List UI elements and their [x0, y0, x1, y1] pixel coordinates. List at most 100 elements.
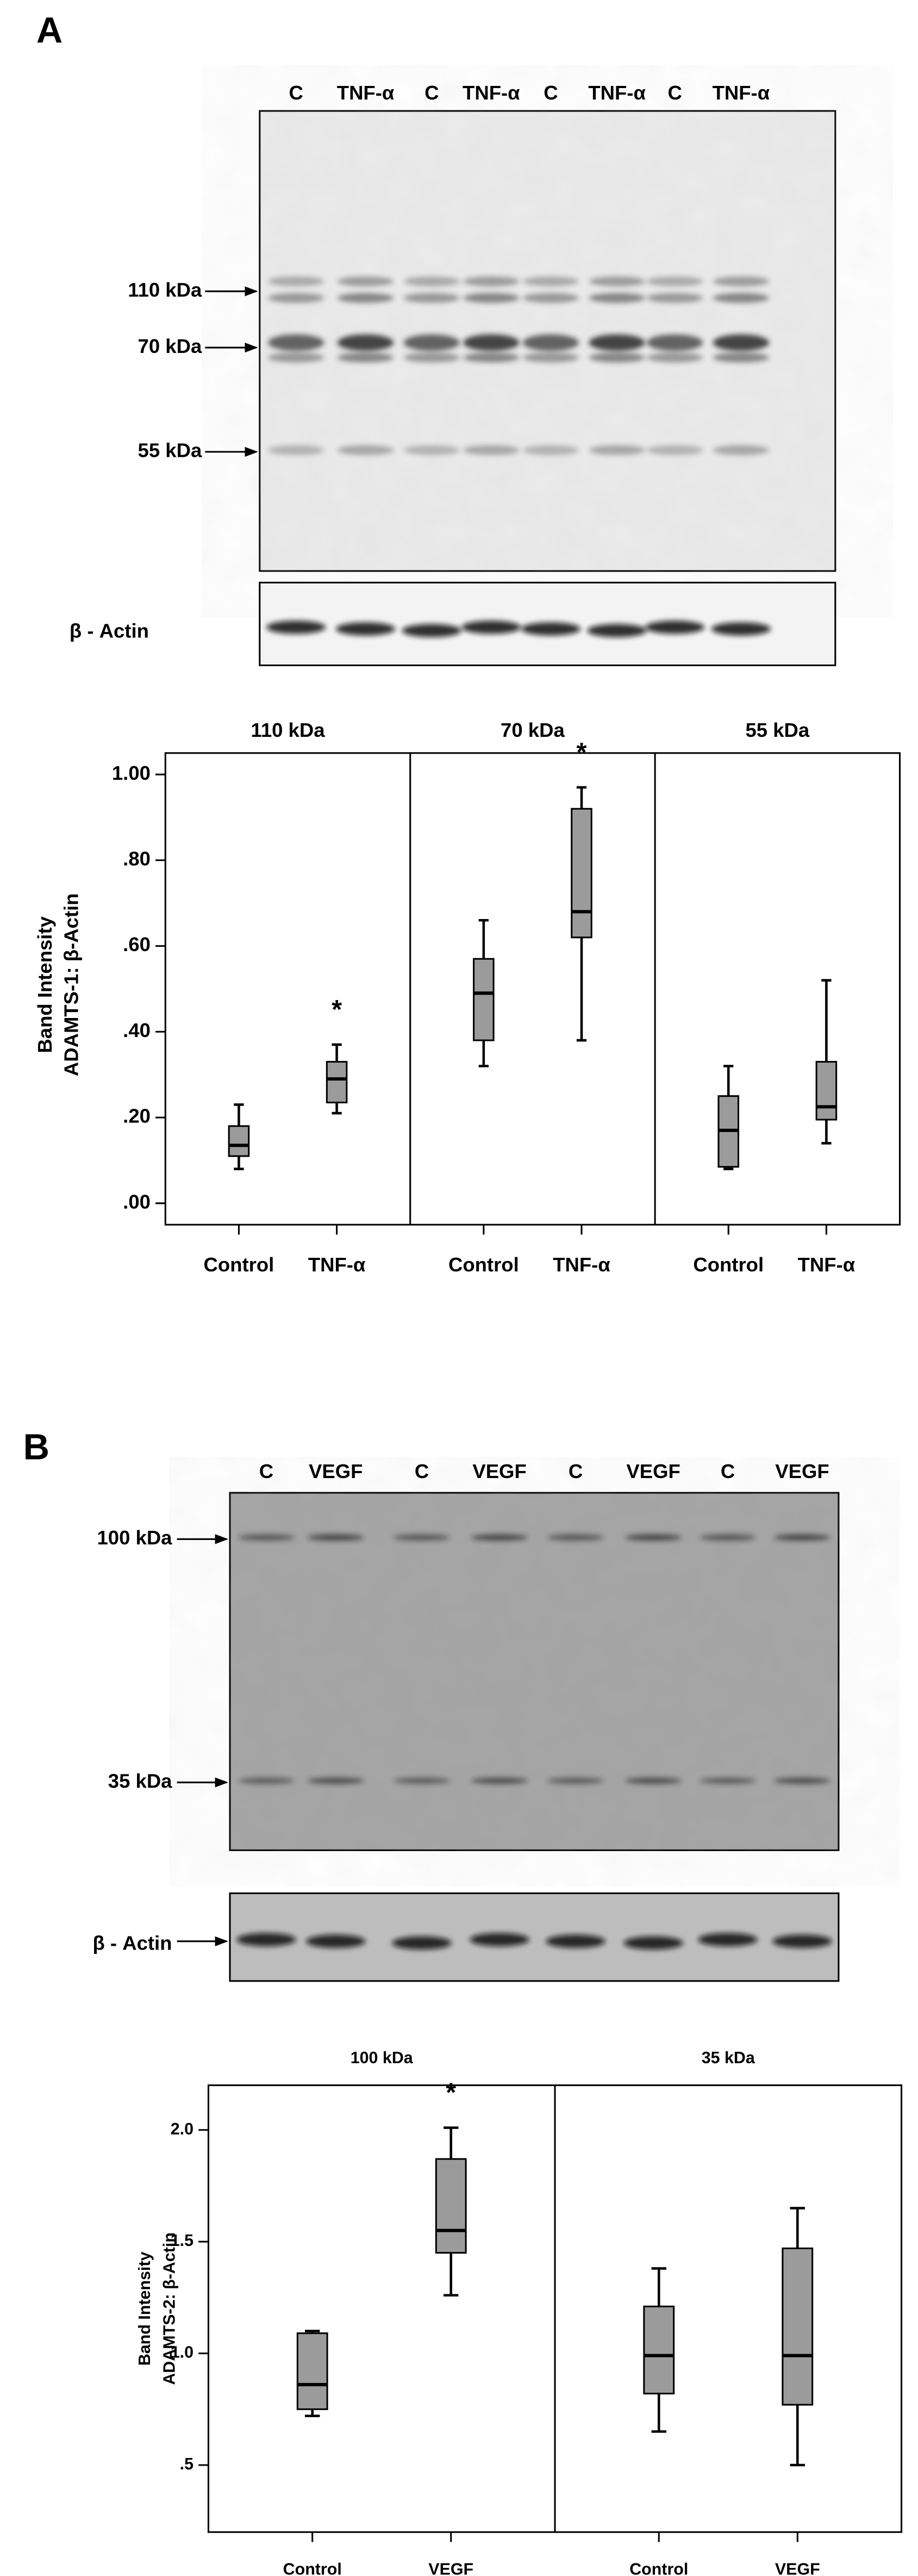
blot-band [646, 293, 703, 303]
x-tick-label: Control [693, 1253, 764, 1276]
marker-label: 55 kDa [138, 439, 202, 462]
blot-band [463, 276, 520, 287]
x-tick-label: TNF-α [798, 1253, 855, 1276]
actin-band [698, 1933, 758, 1946]
blot-band [589, 334, 645, 351]
blot-band [522, 276, 579, 287]
facet-title: 35 kDa [702, 2049, 755, 2067]
actin-band [772, 1934, 832, 1948]
blot-band [625, 1534, 682, 1541]
lane-label: VEGF [775, 1460, 829, 1482]
box [296, 2332, 328, 2410]
blot-band [337, 445, 394, 455]
lane-label: TNF-α [588, 82, 646, 104]
blot-band [337, 276, 394, 287]
lane-label: TNF-α [337, 82, 395, 104]
marker-label: 35 kDa [108, 1770, 172, 1792]
blot-band [547, 1534, 604, 1541]
marker-label: 70 kDa [138, 335, 202, 357]
blot-noise [230, 1493, 839, 1851]
lane-label: VEGF [309, 1460, 363, 1482]
blot-band [403, 352, 460, 363]
lane-label: C [259, 1460, 273, 1482]
blot-band [646, 276, 703, 287]
marker-label: 100 kDa [97, 1526, 172, 1549]
panel-label: B [23, 1427, 49, 1468]
blot-band [238, 1777, 295, 1784]
blot-band [268, 293, 324, 303]
y-tick-label: 1.0 [171, 2343, 193, 2362]
blot-band [463, 334, 520, 351]
marker-label: 110 kDa [128, 278, 202, 301]
facet-title: 55 kDa [745, 719, 809, 741]
actin-label: β - Actin [70, 619, 149, 642]
blot-band [403, 276, 460, 287]
blot-band [774, 1777, 830, 1784]
actin-band [461, 620, 521, 634]
actin-band [587, 624, 647, 637]
y-tick-label: .5 [180, 2455, 193, 2473]
blot-band [625, 1777, 682, 1784]
actin-band [470, 1933, 529, 1946]
actin-band [521, 622, 581, 636]
blot-band [403, 293, 460, 303]
x-tick-label: Control [629, 2560, 688, 2576]
x-tick-label: VEGF [428, 2560, 473, 2576]
y-axis-label: ADAMTS-1: β-Actin [60, 893, 83, 1077]
box [815, 1060, 838, 1121]
y-tick-label: .20 [123, 1105, 151, 1127]
x-tick-label: TNF-α [553, 1253, 610, 1276]
blot-band [522, 334, 579, 351]
y-axis-label: Band Intensity [135, 2252, 154, 2366]
blot-band [268, 276, 324, 287]
blot-band [700, 1777, 756, 1784]
y-axis-label: ADAMTS-2: β-Actin [160, 2232, 178, 2385]
actin-band [236, 1933, 296, 1946]
blot-band [713, 352, 770, 363]
blot-band [471, 1777, 528, 1784]
y-tick-label: 2.0 [171, 2120, 193, 2138]
blot-band [646, 334, 703, 351]
box [473, 958, 495, 1041]
blot-band [522, 445, 579, 455]
blot-band [394, 1534, 450, 1541]
blot-band [337, 334, 394, 351]
y-tick-label: 1.5 [171, 2231, 193, 2250]
y-tick-label: .80 [123, 848, 151, 870]
blot-band [403, 334, 460, 351]
y-tick-label: .40 [123, 1019, 151, 1041]
lane-label: C [569, 1460, 583, 1482]
y-axis-label: Band Intensity [34, 916, 56, 1053]
actin-band [335, 622, 396, 636]
x-tick-label: VEGF [775, 2560, 820, 2576]
panel-label: A [36, 10, 63, 51]
actin-band [546, 1934, 605, 1948]
blot-band [547, 1777, 604, 1784]
blot-band [337, 293, 394, 303]
blot-band [268, 352, 324, 363]
blot-band [308, 1534, 364, 1541]
actin-band [623, 1936, 683, 1950]
blot-band [700, 1534, 756, 1541]
blot-band [463, 293, 520, 303]
blot-band [337, 352, 394, 363]
actin-band [392, 1936, 452, 1950]
significance-mark: * [577, 738, 587, 767]
actin-band [711, 622, 771, 636]
actin-band [266, 620, 326, 634]
plot-frame [164, 752, 901, 1226]
blot-band [308, 1777, 364, 1784]
blot-band [713, 445, 770, 455]
lane-label: C [424, 82, 439, 104]
blot-band [646, 445, 703, 455]
blot-band [589, 445, 645, 455]
x-tick-label: Control [448, 1253, 519, 1276]
blot-band [522, 293, 579, 303]
blot-band [713, 276, 770, 287]
blot-band [238, 1534, 295, 1541]
blot-band [268, 445, 324, 455]
box [782, 2247, 814, 2406]
facet-title: 100 kDa [351, 2049, 414, 2067]
